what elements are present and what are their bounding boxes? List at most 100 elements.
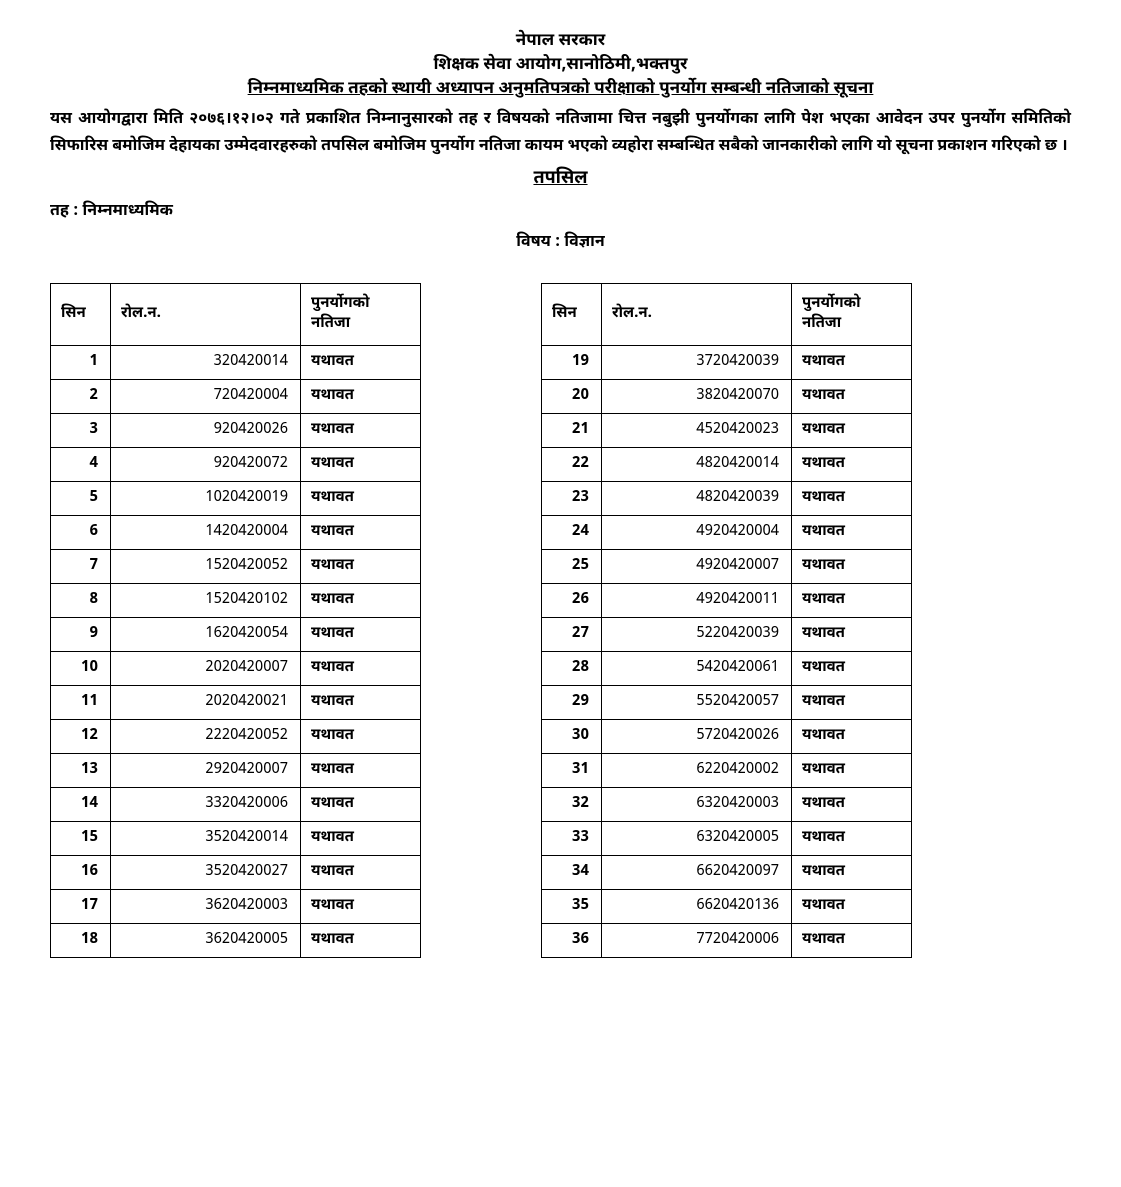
cell-roll: 4820420039 xyxy=(602,482,792,516)
table-row: 122220420052यथावत xyxy=(51,720,421,754)
table-row: 203820420070यथावत xyxy=(542,380,912,414)
cell-sn: 28 xyxy=(542,652,602,686)
cell-roll: 4920420011 xyxy=(602,584,792,618)
cell-result: यथावत xyxy=(301,686,421,720)
cell-result: यथावत xyxy=(301,618,421,652)
cell-roll: 4820420014 xyxy=(602,448,792,482)
table-row: 81520420102यथावत xyxy=(51,584,421,618)
table-row: 61420420004यथावत xyxy=(51,516,421,550)
cell-result: यथावत xyxy=(792,652,912,686)
col-header-roll: रोल.न. xyxy=(111,284,301,346)
table-row: 153520420014यथावत xyxy=(51,822,421,856)
cell-roll: 3620420005 xyxy=(111,924,301,958)
table-row: 264920420011यथावत xyxy=(542,584,912,618)
cell-roll: 7720420006 xyxy=(602,924,792,958)
table-row: 214520420023यथावत xyxy=(542,414,912,448)
cell-result: यथावत xyxy=(301,550,421,584)
cell-result: यथावत xyxy=(301,822,421,856)
table-row: 91620420054यथावत xyxy=(51,618,421,652)
cell-roll: 5720420026 xyxy=(602,720,792,754)
table-row: 224820420014यथावत xyxy=(542,448,912,482)
cell-roll: 1520420052 xyxy=(111,550,301,584)
cell-sn: 32 xyxy=(542,788,602,822)
tapasil-heading: तपसिल xyxy=(50,168,1071,191)
cell-roll: 6620420097 xyxy=(602,856,792,890)
tables-container: सिन रोल.न. पुनर्योगको नतिजा 1320420014यथ… xyxy=(50,283,1071,958)
table-row: 2720420004यथावत xyxy=(51,380,421,414)
header-org: शिक्षक सेवा आयोग,सानोठिमी,भक्तपुर xyxy=(50,54,1071,76)
cell-sn: 16 xyxy=(51,856,111,890)
table-row: 305720420026यथावत xyxy=(542,720,912,754)
cell-sn: 30 xyxy=(542,720,602,754)
table-header-row: सिन रोल.न. पुनर्योगको नतिजा xyxy=(51,284,421,346)
subject-line: विषय : विज्ञान xyxy=(50,232,1071,253)
cell-sn: 20 xyxy=(542,380,602,414)
cell-sn: 1 xyxy=(51,346,111,380)
cell-result: यथावत xyxy=(792,550,912,584)
subject-value: विज्ञान xyxy=(564,232,604,253)
cell-roll: 6620420136 xyxy=(602,890,792,924)
header-title: निम्नमाध्यमिक तहको स्थायी अध्यापन अनुमति… xyxy=(50,78,1071,100)
cell-roll: 5220420039 xyxy=(602,618,792,652)
table-row: 356620420136यथावत xyxy=(542,890,912,924)
cell-sn: 8 xyxy=(51,584,111,618)
cell-sn: 18 xyxy=(51,924,111,958)
level-line: तह : निम्नमाध्यमिक xyxy=(50,201,1071,222)
table-row: 254920420007यथावत xyxy=(542,550,912,584)
cell-roll: 1620420054 xyxy=(111,618,301,652)
table-row: 346620420097यथावत xyxy=(542,856,912,890)
cell-roll: 4920420004 xyxy=(602,516,792,550)
cell-roll: 3720420039 xyxy=(602,346,792,380)
cell-sn: 7 xyxy=(51,550,111,584)
cell-result: यथावत xyxy=(301,516,421,550)
cell-sn: 25 xyxy=(542,550,602,584)
subject-label: विषय xyxy=(516,232,551,253)
cell-roll: 3620420003 xyxy=(111,890,301,924)
cell-result: यथावत xyxy=(792,414,912,448)
col-header-result: पुनर्योगको नतिजा xyxy=(792,284,912,346)
cell-result: यथावत xyxy=(792,856,912,890)
table-row: 285420420061यथावत xyxy=(542,652,912,686)
cell-result: यथावत xyxy=(301,584,421,618)
cell-roll: 320420014 xyxy=(111,346,301,380)
cell-sn: 14 xyxy=(51,788,111,822)
cell-sn: 2 xyxy=(51,380,111,414)
cell-sn: 12 xyxy=(51,720,111,754)
cell-result: यथावत xyxy=(301,448,421,482)
cell-sn: 13 xyxy=(51,754,111,788)
table-row: 275220420039यथावत xyxy=(542,618,912,652)
cell-roll: 3320420006 xyxy=(111,788,301,822)
cell-result: यथावत xyxy=(301,890,421,924)
cell-result: यथावत xyxy=(301,652,421,686)
cell-sn: 33 xyxy=(542,822,602,856)
cell-roll: 5420420061 xyxy=(602,652,792,686)
cell-result: यथावत xyxy=(792,448,912,482)
table-row: 367720420006यथावत xyxy=(542,924,912,958)
cell-sn: 35 xyxy=(542,890,602,924)
cell-roll: 6320420005 xyxy=(602,822,792,856)
cell-sn: 29 xyxy=(542,686,602,720)
cell-result: यथावत xyxy=(301,856,421,890)
cell-result: यथावत xyxy=(792,788,912,822)
cell-sn: 5 xyxy=(51,482,111,516)
cell-sn: 11 xyxy=(51,686,111,720)
table-row: 316220420002यथावत xyxy=(542,754,912,788)
cell-result: यथावत xyxy=(792,720,912,754)
cell-result: यथावत xyxy=(301,754,421,788)
table-row: 295520420057यथावत xyxy=(542,686,912,720)
table-row: 183620420005यथावत xyxy=(51,924,421,958)
cell-roll: 3820420070 xyxy=(602,380,792,414)
table-row: 112020420021यथावत xyxy=(51,686,421,720)
cell-result: यथावत xyxy=(792,754,912,788)
cell-roll: 6320420003 xyxy=(602,788,792,822)
table-row: 1320420014यथावत xyxy=(51,346,421,380)
cell-sn: 26 xyxy=(542,584,602,618)
table-row: 3920420026यथावत xyxy=(51,414,421,448)
cell-sn: 21 xyxy=(542,414,602,448)
cell-result: यथावत xyxy=(301,482,421,516)
table-row: 234820420039यथावत xyxy=(542,482,912,516)
cell-roll: 2920420007 xyxy=(111,754,301,788)
cell-roll: 1420420004 xyxy=(111,516,301,550)
cell-result: यथावत xyxy=(792,822,912,856)
cell-roll: 1520420102 xyxy=(111,584,301,618)
